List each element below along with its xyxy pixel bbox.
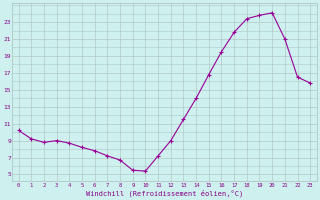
X-axis label: Windchill (Refroidissement éolien,°C): Windchill (Refroidissement éolien,°C) <box>86 189 243 197</box>
